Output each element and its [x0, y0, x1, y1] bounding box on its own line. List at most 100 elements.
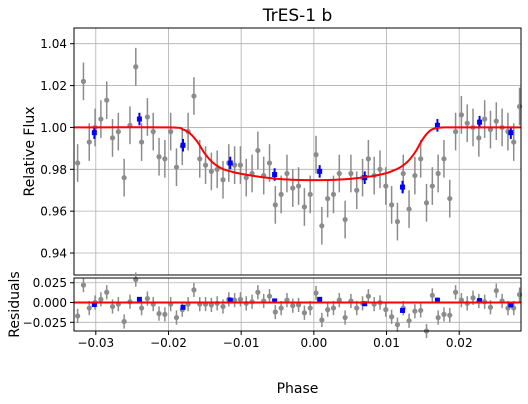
flux-raw-point-marker	[365, 156, 371, 162]
residual-raw-point-marker	[301, 310, 308, 316]
flux-raw-point-marker	[173, 164, 180, 170]
phase-x-tick-label: −0.02	[150, 336, 187, 350]
residual-raw-point-marker	[295, 302, 302, 308]
flux-raw-point-marker	[307, 191, 313, 198]
flux-raw-point-marker	[86, 139, 92, 145]
flux-binned-point-marker	[400, 184, 406, 190]
residual-raw-point-marker	[493, 288, 499, 294]
flux-raw-point-marker	[400, 170, 406, 177]
flux-y-ticks: 0.94 0.96 0.98 1.00 1.02 1.04	[40, 37, 74, 261]
residual-raw-point-marker	[290, 303, 296, 309]
flux-raw-point-marker	[150, 129, 156, 135]
flux-y-tick-label: 1.00	[40, 121, 67, 135]
residuals-y-tick-label: 0.000	[33, 296, 67, 310]
residual-raw-point-marker	[383, 307, 389, 313]
flux-y-tick-label: 0.96	[40, 205, 67, 219]
flux-raw-point-marker	[330, 191, 337, 198]
flux-raw-point-marker	[435, 170, 441, 177]
flux-binned-point-marker	[477, 119, 483, 125]
residual-binned-point-marker	[400, 307, 406, 313]
flux-raw-point-marker	[75, 160, 81, 166]
flux-raw-point-marker	[412, 172, 418, 179]
residual-raw-point-marker	[412, 308, 418, 314]
residual-raw-point-marker	[191, 287, 197, 293]
residual-raw-point-marker	[272, 309, 278, 315]
residual-raw-point-marker	[266, 293, 273, 299]
residual-raw-point-marker	[232, 297, 238, 303]
flux-raw-point-marker	[220, 177, 226, 183]
residual-raw-point-marker	[162, 311, 168, 317]
flux-binned-point-marker	[434, 122, 440, 128]
residual-raw-point-marker	[435, 314, 441, 321]
flux-raw-point-marker	[98, 116, 104, 122]
residual-raw-point-marker	[307, 305, 313, 311]
flux-raw-point-marker	[301, 204, 308, 210]
residual-raw-point-marker	[441, 311, 447, 317]
phase-x-tick-label: −0.03	[77, 336, 114, 350]
flux-raw-point-marker	[144, 114, 151, 120]
residual-raw-point-marker	[98, 296, 104, 302]
residual-binned-point-marker	[508, 302, 514, 308]
residual-raw-point-marker	[255, 289, 261, 295]
flux-raw-point-marker	[482, 116, 488, 122]
flux-binned-points	[91, 112, 514, 194]
flux-raw-point-marker	[202, 162, 209, 168]
flux-raw-point-marker	[121, 175, 127, 181]
flux-axes-frame	[73, 27, 522, 276]
residual-raw-point-marker	[237, 296, 244, 302]
flux-raw-point-marker	[156, 154, 162, 160]
flux-raw-point-marker	[138, 139, 145, 145]
flux-raw-point-marker	[511, 139, 517, 145]
residual-raw-point-marker	[452, 289, 459, 295]
phase-x-tick-label: −0.01	[223, 336, 260, 350]
residual-raw-point-marker	[80, 282, 87, 288]
flux-raw-point-marker	[80, 78, 87, 84]
flux-binned-point-marker	[317, 168, 323, 174]
flux-raw-points	[75, 47, 523, 245]
flux-raw-point-marker	[266, 160, 273, 166]
residual-binned-point-marker	[362, 301, 368, 307]
phase-x-tick-label: 0.02	[446, 336, 473, 350]
flux-raw-point-marker	[441, 156, 447, 162]
flux-y-tick-label: 0.94	[40, 247, 67, 261]
residual-raw-point-marker	[458, 297, 464, 303]
residual-raw-point-marker	[447, 312, 453, 318]
residual-raw-point-marker	[284, 297, 290, 303]
flux-raw-point-marker	[476, 135, 482, 141]
residual-raw-point-marker	[487, 304, 494, 310]
residual-raw-point-marker	[208, 302, 214, 308]
flux-binned-point-marker	[136, 116, 142, 122]
residuals-y-ticks: −0.025 0.000 0.025	[23, 276, 74, 330]
flux-raw-point-marker	[493, 118, 499, 124]
residual-raw-point-marker	[325, 307, 331, 313]
residual-raw-point-marker	[173, 314, 180, 321]
flux-binned-point-marker	[227, 160, 233, 166]
residual-raw-point-marker	[470, 295, 476, 301]
flux-raw-point-marker	[383, 183, 389, 189]
flux-raw-point-marker	[162, 156, 168, 162]
residual-raw-point-marker	[394, 322, 401, 328]
flux-raw-point-marker	[447, 195, 453, 202]
flux-raw-point-marker	[464, 120, 470, 126]
flux-raw-point-marker	[109, 135, 116, 141]
residuals-axes-frame	[73, 277, 522, 332]
flux-gridlines	[74, 28, 521, 275]
residual-binned-point-marker	[272, 298, 278, 304]
x-axis-label: Phase	[277, 381, 319, 397]
residual-binned-point-marker	[317, 296, 323, 302]
flux-raw-point-marker	[458, 112, 464, 118]
flux-raw-point-marker	[168, 129, 174, 135]
flux-raw-point-marker	[406, 206, 412, 212]
transit-model-curve	[73, 126, 521, 182]
flux-raw-point-marker	[313, 152, 319, 158]
flux-raw-point-marker	[208, 168, 214, 174]
residual-raw-point-marker	[144, 295, 151, 302]
residual-binned-point-marker	[434, 297, 440, 303]
phase-x-tick-label: 0.00	[300, 336, 327, 350]
phase-x-tick-label: 0.01	[373, 336, 400, 350]
flux-raw-point-marker	[452, 129, 459, 135]
residuals-axis-label: Residuals	[7, 271, 23, 337]
residual-binned-point-marker	[477, 298, 483, 304]
flux-raw-point-marker	[104, 97, 110, 103]
